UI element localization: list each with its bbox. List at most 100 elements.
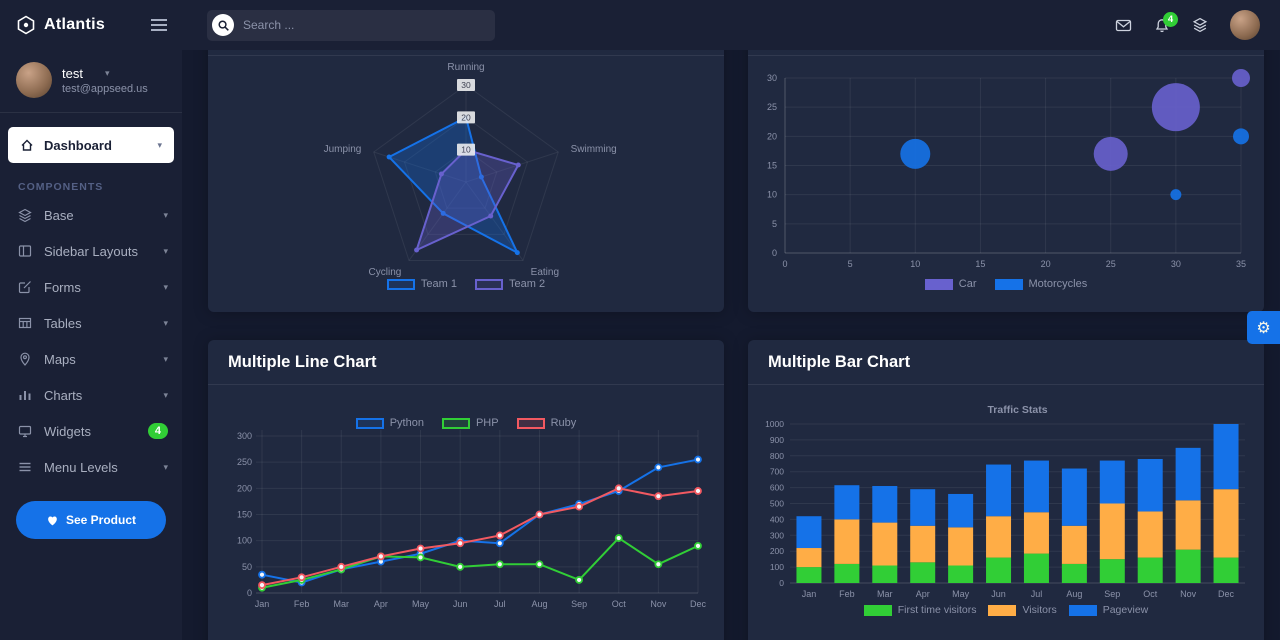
svg-text:100: 100: [237, 536, 252, 546]
svg-text:30: 30: [1171, 259, 1181, 269]
chevron-down-icon: ▾: [163, 281, 168, 292]
legend-label: Car: [958, 278, 977, 290]
settings-fab-button[interactable]: ⚙: [1247, 311, 1280, 344]
svg-text:300: 300: [770, 530, 784, 540]
svg-text:Aug: Aug: [1066, 589, 1082, 599]
user-name: test: [62, 65, 83, 81]
card-header: [748, 50, 1264, 56]
svg-text:15: 15: [975, 259, 985, 269]
chevron-down-icon: ▾: [163, 317, 168, 328]
chevron-down-icon: ▾: [163, 461, 168, 472]
bubble-chart-legend: Car Motorcycles: [748, 278, 1264, 290]
messages-button[interactable]: [1115, 18, 1132, 33]
see-product-label: See Product: [65, 513, 137, 527]
legend-item: Ruby: [516, 417, 577, 429]
svg-text:200: 200: [237, 483, 252, 493]
svg-text:0: 0: [772, 248, 777, 258]
svg-text:150: 150: [237, 510, 252, 520]
svg-text:250: 250: [237, 457, 252, 467]
sidebar-item-sidebar-layouts[interactable]: Sidebar Layouts ▾: [0, 233, 182, 269]
svg-text:Mar: Mar: [334, 599, 350, 609]
svg-text:0: 0: [779, 578, 784, 588]
svg-text:15: 15: [767, 161, 777, 171]
chevron-down-icon: ▾: [163, 209, 168, 220]
quick-actions-button[interactable]: [1192, 17, 1208, 33]
sidebar-item-label: Charts: [44, 387, 83, 403]
card-title: Multiple Bar Chart: [768, 352, 911, 371]
sidebar-item-label: Dashboard: [44, 137, 112, 153]
sidebar-item-forms[interactable]: Forms ▾: [0, 269, 182, 305]
search-icon[interactable]: [212, 14, 234, 36]
svg-text:Jumping: Jumping: [324, 144, 362, 155]
svg-text:200: 200: [770, 546, 784, 556]
svg-text:Running: Running: [447, 62, 484, 73]
sidebar-item-label: Base: [44, 207, 74, 223]
sidebar-item-label: Sidebar Layouts: [44, 243, 138, 259]
layers-icon: [18, 208, 32, 223]
topbar-avatar[interactable]: [1230, 10, 1260, 40]
svg-text:Aug: Aug: [531, 599, 547, 609]
sidebar-item-dashboard[interactable]: Dashboard ▾: [8, 127, 174, 163]
sidebar-item-menu-levels[interactable]: Menu Levels ▾: [0, 449, 182, 485]
radar-chart: Running Swimming Eating Cycling Jumping 10 20 3…: [324, 62, 617, 278]
sidebar-toggle-button[interactable]: [150, 18, 168, 32]
svg-text:Feb: Feb: [294, 599, 310, 609]
home-icon: [20, 138, 34, 152]
notification-badge: 4: [1163, 11, 1178, 27]
map-pin-icon: [18, 352, 32, 366]
see-product-button[interactable]: See Product: [16, 501, 166, 539]
sidebar-item-label: Widgets: [44, 423, 91, 439]
bubble-chart-card: 0 5 10 15 20 25 30 35 0 5 10 15 20 25 30 Car Motorcycle…: [748, 50, 1264, 312]
sidebar-item-base[interactable]: Base ▾: [0, 197, 182, 233]
search-box: [207, 9, 495, 41]
svg-text:25: 25: [767, 102, 777, 112]
legend-swatch: [475, 278, 503, 290]
legend-item: Motorcycles: [994, 278, 1087, 290]
svg-text:Cycling: Cycling: [369, 267, 402, 278]
user-avatar[interactable]: [16, 62, 52, 98]
search-input[interactable]: [243, 18, 485, 32]
svg-text:Jun: Jun: [453, 599, 468, 609]
line-chart-legend: Python PHP Ruby: [208, 417, 724, 429]
svg-text:May: May: [412, 599, 430, 609]
sidebar-item-tables[interactable]: Tables ▾: [0, 305, 182, 341]
brand[interactable]: Atlantis: [16, 15, 105, 35]
svg-text:20: 20: [461, 112, 471, 122]
pen-square-icon: [18, 280, 32, 294]
sidebar-item-label: Menu Levels: [44, 459, 118, 475]
svg-text:5: 5: [772, 219, 777, 229]
legend-swatch: [924, 278, 953, 290]
sidebar-item-label: Maps: [44, 351, 76, 367]
legend-item: First time visitors: [863, 604, 976, 616]
bar-chart-legend: First time visitors Visitors Pageview: [748, 604, 1264, 616]
sidebar-item-maps[interactable]: Maps ▾: [0, 341, 182, 377]
svg-text:Jun: Jun: [991, 589, 1006, 599]
svg-text:Dec: Dec: [1218, 589, 1235, 599]
svg-text:500: 500: [770, 499, 784, 509]
user-name-toggle[interactable]: test ▾: [62, 66, 148, 81]
legend-swatch: [386, 278, 415, 290]
sidebar-item-charts[interactable]: Charts ▾: [0, 377, 182, 413]
layers-icon: [1192, 17, 1208, 33]
svg-text:Traffic Stats: Traffic Stats: [987, 404, 1047, 416]
legend-label: PHP: [475, 417, 499, 429]
notifications-button[interactable]: 4: [1154, 11, 1178, 33]
legend-item: PHP: [441, 417, 499, 429]
chevron-down-icon: ▾: [157, 139, 162, 150]
hamburger-icon: [150, 18, 168, 32]
sidebar-item-label: Tables: [44, 315, 82, 331]
svg-text:300: 300: [237, 431, 252, 441]
svg-text:Eating: Eating: [531, 267, 559, 278]
legend-item: Car: [924, 278, 977, 290]
svg-text:Jul: Jul: [1031, 589, 1043, 599]
envelope-icon: [1115, 18, 1132, 33]
legend-label: Team 2: [509, 278, 546, 290]
svg-text:35: 35: [1236, 259, 1246, 269]
topbar: 4: [182, 0, 1280, 50]
legend-label: Ruby: [550, 417, 577, 429]
sidebar-item-widgets[interactable]: Widgets 4: [0, 413, 182, 449]
legend-item: Python: [355, 417, 424, 429]
card-title: Multiple Line Chart: [228, 352, 377, 371]
svg-text:1000: 1000: [765, 419, 784, 429]
svg-text:700: 700: [770, 467, 784, 477]
